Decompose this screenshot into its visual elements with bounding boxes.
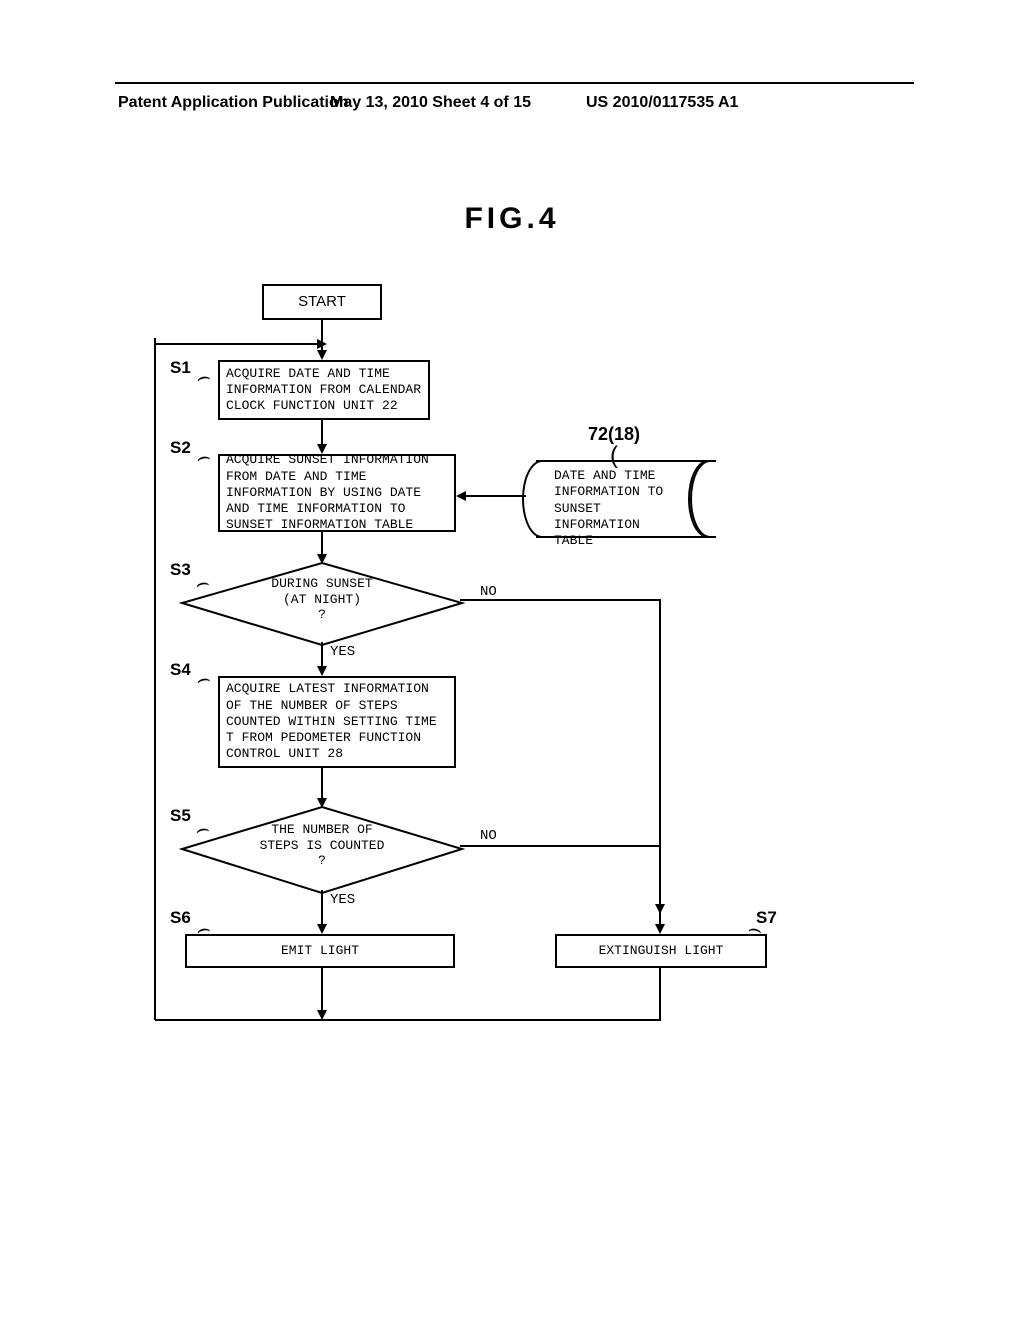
path-join-bottom [150, 968, 770, 1038]
datastore-ref-hook: ( [610, 442, 618, 470]
step-label-s4: S4 [170, 660, 191, 680]
branch-s3-yes: YES [330, 644, 355, 660]
step-label-s2: S2 [170, 438, 191, 458]
header-rule [115, 82, 914, 84]
header-date-sheet: May 13, 2010 Sheet 4 of 15 [330, 94, 531, 112]
leader-s2: ⌢ [194, 443, 213, 471]
process-s1-text: ACQUIRE DATE AND TIME INFORMATION FROM C… [226, 366, 422, 415]
process-s7-text: EXTINGUISH LIGHT [599, 943, 724, 959]
decision-s5-text: THE NUMBER OF STEPS IS COUNTED ? [222, 822, 422, 869]
path-loop-vertical [150, 338, 162, 1022]
datastore-text: DATE AND TIME INFORMATION TO SUNSET INFO… [554, 468, 663, 548]
path-s5-no [460, 840, 670, 940]
start-label: START [298, 293, 346, 312]
process-s1: ACQUIRE DATE AND TIME INFORMATION FROM C… [218, 360, 430, 420]
process-s2-text: ACQUIRE SUNSET INFORMATION FROM DATE AND… [226, 452, 448, 533]
leader-s6: ⌢ [194, 915, 213, 943]
arrow-s3-s4 [316, 642, 328, 676]
arrow-s5-s6 [316, 890, 328, 934]
datastore-sunset-table: DATE AND TIME INFORMATION TO SUNSET INFO… [536, 460, 714, 538]
datastore-inner-curve [690, 460, 716, 538]
process-s4: ACQUIRE LATEST INFORMATION OF THE NUMBER… [218, 676, 456, 768]
loop-join-line [155, 338, 327, 350]
step-label-s3: S3 [170, 560, 191, 580]
process-s6-text: EMIT LIGHT [281, 943, 359, 959]
step-label-s5: S5 [170, 806, 191, 826]
decision-s3-text: DURING SUNSET (AT NIGHT) ? [222, 576, 422, 623]
leader-s1: ⌢ [194, 363, 213, 391]
flowchart-start: START [262, 284, 382, 320]
header-pub-number: US 2010/0117535 A1 [586, 94, 738, 112]
arrow-s1-s2 [316, 420, 328, 454]
header-publication: Patent Application Publication [118, 94, 349, 112]
process-s2: ACQUIRE SUNSET INFORMATION FROM DATE AND… [218, 454, 456, 532]
leader-s4: ⌢ [194, 665, 213, 693]
branch-s5-yes: YES [330, 892, 355, 908]
arrow-ds-s2 [456, 490, 526, 502]
arrow-s4-s5 [316, 768, 328, 808]
step-label-s6: S6 [170, 908, 191, 928]
leader-s3: ⌢ [193, 569, 212, 597]
process-s4-text: ACQUIRE LATEST INFORMATION OF THE NUMBER… [226, 681, 448, 762]
process-s6: EMIT LIGHT [185, 934, 455, 968]
patent-figure-page: Patent Application Publication May 13, 2… [0, 0, 1024, 1320]
arrow-s2-s3 [316, 532, 328, 564]
step-label-s1: S1 [170, 358, 191, 378]
figure-title: FIG.4 [0, 202, 1024, 236]
leader-s5: ⌢ [193, 815, 212, 843]
process-s7: EXTINGUISH LIGHT [555, 934, 767, 968]
